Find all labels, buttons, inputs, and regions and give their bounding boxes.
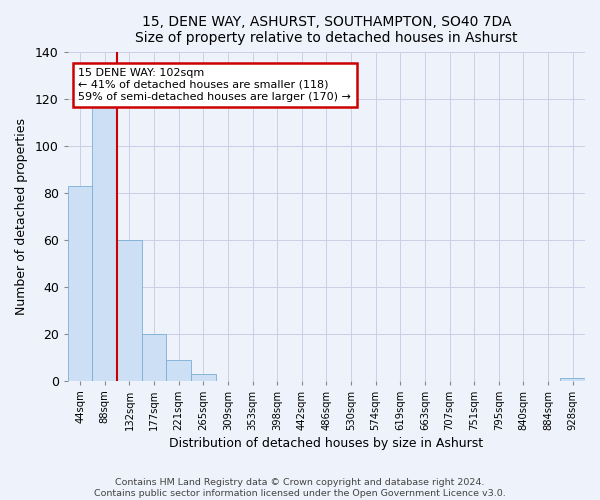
Bar: [117, 240, 142, 380]
Bar: [191, 374, 215, 380]
Bar: [142, 334, 166, 380]
Bar: [92, 104, 117, 380]
X-axis label: Distribution of detached houses by size in Ashurst: Distribution of detached houses by size …: [169, 437, 484, 450]
Y-axis label: Number of detached properties: Number of detached properties: [15, 118, 28, 315]
Text: Contains HM Land Registry data © Crown copyright and database right 2024.
Contai: Contains HM Land Registry data © Crown c…: [94, 478, 506, 498]
Title: 15, DENE WAY, ASHURST, SOUTHAMPTON, SO40 7DA
Size of property relative to detach: 15, DENE WAY, ASHURST, SOUTHAMPTON, SO40…: [135, 15, 518, 45]
Bar: [68, 186, 92, 380]
Bar: [166, 360, 191, 380]
Bar: [560, 378, 585, 380]
Text: 15 DENE WAY: 102sqm
← 41% of detached houses are smaller (118)
59% of semi-detac: 15 DENE WAY: 102sqm ← 41% of detached ho…: [78, 68, 351, 102]
